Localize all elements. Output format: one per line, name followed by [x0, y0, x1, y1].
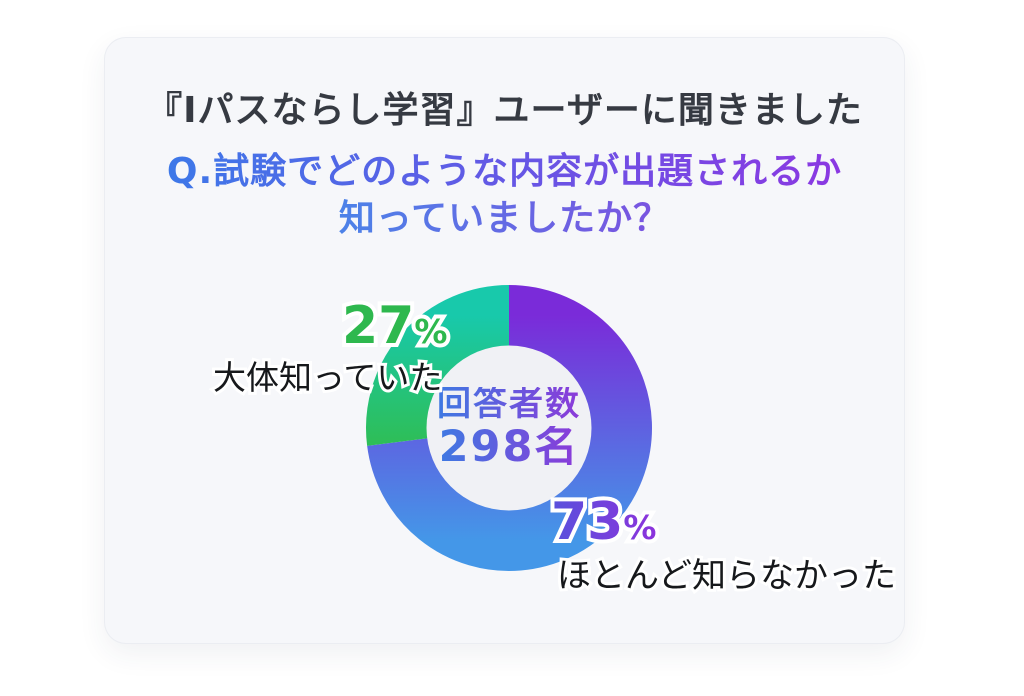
donut-chart-container	[364, 283, 654, 573]
donut-center-label: 回答者数 298名	[437, 387, 581, 469]
survey-card: 『Iパスならし学習』ユーザーに聞きました Q.試験でどのような内容が出題されるか…	[104, 37, 905, 644]
question-line-1-text: Q.試験でどのような内容が出題されるか	[167, 148, 842, 195]
respondents-label: 回答者数	[437, 384, 581, 424]
donut-hole	[426, 345, 592, 511]
donut-chart	[366, 285, 652, 571]
donut-segment-0	[367, 285, 652, 571]
question-line-1: Q.試験でどのような内容が出題されるか	[105, 148, 904, 195]
segment-percent-27-value: 27%	[342, 296, 448, 356]
question-line-2-text: 知っていましたか？	[339, 195, 670, 242]
card-title: 『Iパスならし学習』ユーザーに聞きました	[146, 90, 863, 131]
card-header: 『Iパスならし学習』ユーザーに聞きました Q.試験でどのような内容が出題されるか…	[105, 87, 904, 242]
donut-segment-1	[366, 285, 511, 446]
segment-label-did-not-know: ほとんど知らなかった ほとんど知らなかった	[554, 553, 899, 598]
respondents-count: 298名	[438, 422, 580, 472]
question-line-2: 知っていましたか？	[105, 195, 904, 242]
segment-percent-73: 73% 73%	[547, 492, 660, 552]
segment-label-knew: 大体知っていた 大体知っていた	[210, 356, 445, 400]
segment-label-did-not-know-text: ほとんど知らなかった	[557, 556, 896, 596]
segment-label-knew-text: 大体知っていた	[213, 358, 443, 397]
segment-percent-27: 27% 27%	[338, 296, 451, 356]
segment-percent-73-value: 73%	[551, 492, 657, 552]
